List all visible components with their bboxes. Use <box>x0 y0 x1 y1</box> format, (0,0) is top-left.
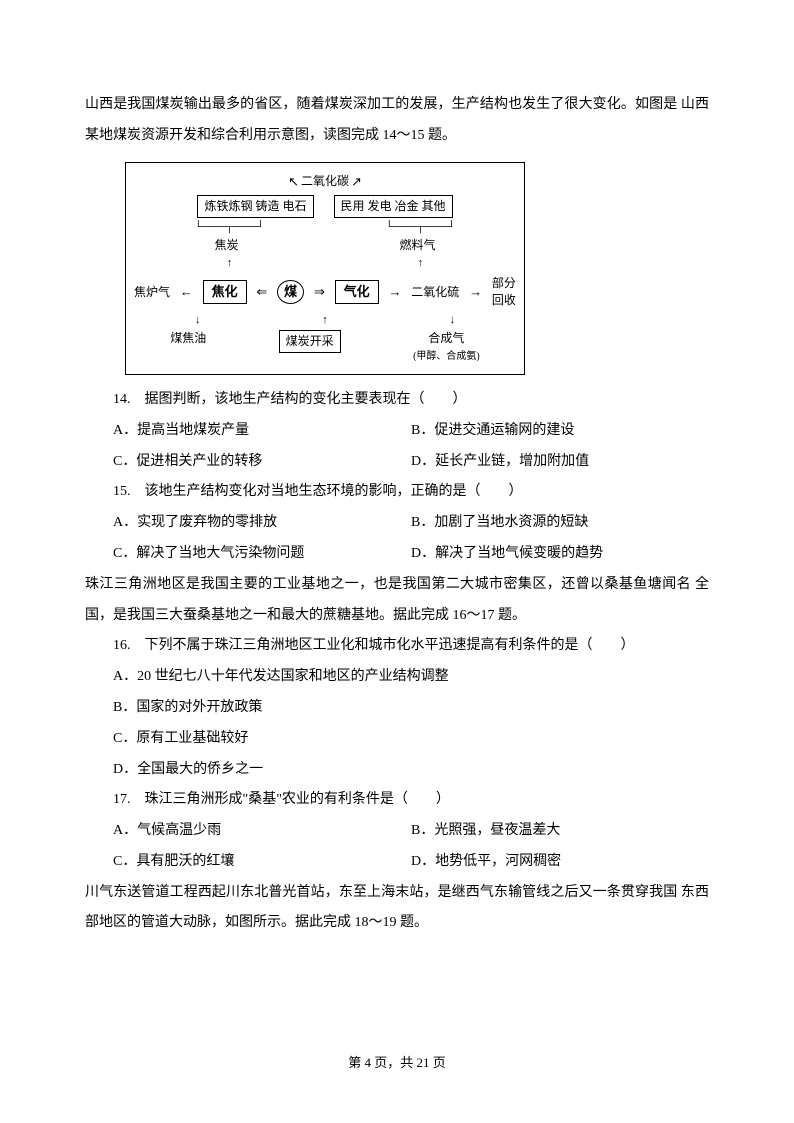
q17-text: 17. 珠江三角洲形成"桑基"农业的有利条件是（ ） <box>113 792 450 807</box>
q14-optB: B．促进交通运输网的建设 <box>411 416 709 447</box>
up-arrow-l: ↑ <box>227 256 233 271</box>
intro1-l1: 山西是我国煤炭输出最多的省区，随着煤炭深加工的发展，生产结构也发生了很大变化。如… <box>85 97 677 112</box>
question-16: 16. 下列不属于珠江三角洲地区工业化和城市化水平迅速提高有利条件的是（ ） <box>85 631 709 662</box>
q15-optC: C．解决了当地大气污染物问题 <box>113 539 411 570</box>
q17-optB: B．光照强，昼夜温差大 <box>411 816 709 847</box>
q16-optC: C．原有工业基础较好 <box>85 724 709 755</box>
gasify-box: 气化 <box>335 280 379 304</box>
bracket-left: └───┬───┘ <box>194 220 264 235</box>
arrow-bi-r: ⇒ <box>314 283 325 301</box>
intro-paragraph-1: 山西是我国煤炭输出最多的省区，随着煤炭深加工的发展，生产结构也发生了很大变化。如… <box>85 90 709 152</box>
coal-diagram: ↖ 二氧化碳 ↗ 炼铁炼钢 铸造 电石 民用 发电 冶金 其他 └───┬───… <box>125 162 525 375</box>
recycle-label: 部分 回收 <box>492 275 516 309</box>
q15-optB: B．加剧了当地水资源的短缺 <box>411 508 709 539</box>
recycle-t: 部分 <box>492 276 516 290</box>
q16-optA: A．20 世纪七八十年代发达国家和地区的产业结构调整 <box>85 662 709 693</box>
arrow-up-left: ↖ <box>288 173 299 191</box>
fuelgas-label: 燃料气 <box>399 237 435 254</box>
q15-optD: D．解决了当地气候变暖的趋势 <box>411 539 709 570</box>
up-arrow-r: ↑ <box>418 256 424 271</box>
syngas-label: 合成气 <box>428 331 464 345</box>
intro2-l1: 珠江三角洲地区是我国主要的工业基地之一，也是我国第二大城市密集区，还曾以桑基鱼塘… <box>85 577 691 592</box>
q14-optA: A．提高当地煤炭产量 <box>113 416 411 447</box>
coaltar-label: 煤焦油 <box>170 330 206 347</box>
mining-box: 煤炭开采 <box>279 330 341 353</box>
arrow-up-right: ↗ <box>351 173 362 191</box>
arrow-r1: → <box>388 283 401 301</box>
coke-gas-label: 焦炉气 <box>134 284 170 301</box>
coke-label: 焦炭 <box>214 237 238 254</box>
page-footer: 第 4 页，共 21 页 <box>0 1049 794 1078</box>
recycle-b: 回收 <box>492 293 516 307</box>
intro3-l1: 川气东送管道工程西起川东北普光首站，东至上海末站，是继西气东输管线之后又一条贯穿… <box>85 885 677 900</box>
q15-optA: A．实现了废弃物的零排放 <box>113 508 411 539</box>
coal-center: 煤 <box>277 280 304 304</box>
q17-optC: C．具有肥沃的红壤 <box>113 847 411 878</box>
q16-optD: D．全国最大的侨乡之一 <box>85 755 709 786</box>
q16-optB: B．国家的对外开放政策 <box>85 693 709 724</box>
q14-optD: D．延长产业链，增加附加值 <box>411 447 709 478</box>
arrow-l1: ← <box>180 283 193 301</box>
arrow-bi-l: ⇐ <box>256 283 267 301</box>
bracket-right: └───┬───┘ <box>385 220 455 235</box>
q14-text: 14. 据图判断，该地生产结构的变化主要表现在（ ） <box>113 392 467 407</box>
syngas-group: 合成气 (甲醇、合成氨) <box>413 330 480 364</box>
question-17: 17. 珠江三角洲形成"桑基"农业的有利条件是（ ） <box>85 785 709 816</box>
q15-text: 15. 该地生产结构变化对当地生态环境的影响，正确的是（ ） <box>113 484 523 499</box>
so2-label: 二氧化硫 <box>411 284 459 301</box>
q14-options-ab: A．提高当地煤炭产量 B．促进交通运输网的建设 <box>85 416 709 447</box>
co2-label: 二氧化碳 <box>301 173 349 190</box>
q15-options-cd: C．解决了当地大气污染物问题 D．解决了当地气候变暖的趋势 <box>85 539 709 570</box>
q14-options-cd: C．促进相关产业的转移 D．延长产业链，增加附加值 <box>85 447 709 478</box>
question-14: 14. 据图判断，该地生产结构的变化主要表现在（ ） <box>85 385 709 416</box>
left-industries-box: 炼铁炼钢 铸造 电石 <box>197 195 313 218</box>
q16-text: 16. 下列不属于珠江三角洲地区工业化和城市化水平迅速提高有利条件的是（ ） <box>113 638 635 653</box>
q17-optD: D．地势低平，河网稠密 <box>411 847 709 878</box>
syngas-sub: (甲醇、合成氨) <box>413 351 480 362</box>
intro-paragraph-2: 珠江三角洲地区是我国主要的工业基地之一，也是我国第二大城市密集区，还曾以桑基鱼塘… <box>85 570 709 632</box>
q17-optA: A．气候高温少雨 <box>113 816 411 847</box>
q15-options-ab: A．实现了废弃物的零排放 B．加剧了当地水资源的短缺 <box>85 508 709 539</box>
question-15: 15. 该地生产结构变化对当地生态环境的影响，正确的是（ ） <box>85 477 709 508</box>
q14-optC: C．促进相关产业的转移 <box>113 447 411 478</box>
intro-paragraph-3: 川气东送管道工程西起川东北普光首站，东至上海末站，是继西气东输管线之后又一条贯穿… <box>85 878 709 940</box>
q17-options-ab: A．气候高温少雨 B．光照强，昼夜温差大 <box>85 816 709 847</box>
arrow-r2: → <box>469 283 482 301</box>
coking-box: 焦化 <box>203 280 247 304</box>
down-arrow-l: ↓ <box>195 313 201 328</box>
right-uses-box: 民用 发电 冶金 其他 <box>334 195 453 218</box>
down-arrow-r: ↓ <box>450 313 456 328</box>
up-arrow-c: ↑ <box>322 313 328 328</box>
q17-options-cd: C．具有肥沃的红壤 D．地势低平，河网稠密 <box>85 847 709 878</box>
